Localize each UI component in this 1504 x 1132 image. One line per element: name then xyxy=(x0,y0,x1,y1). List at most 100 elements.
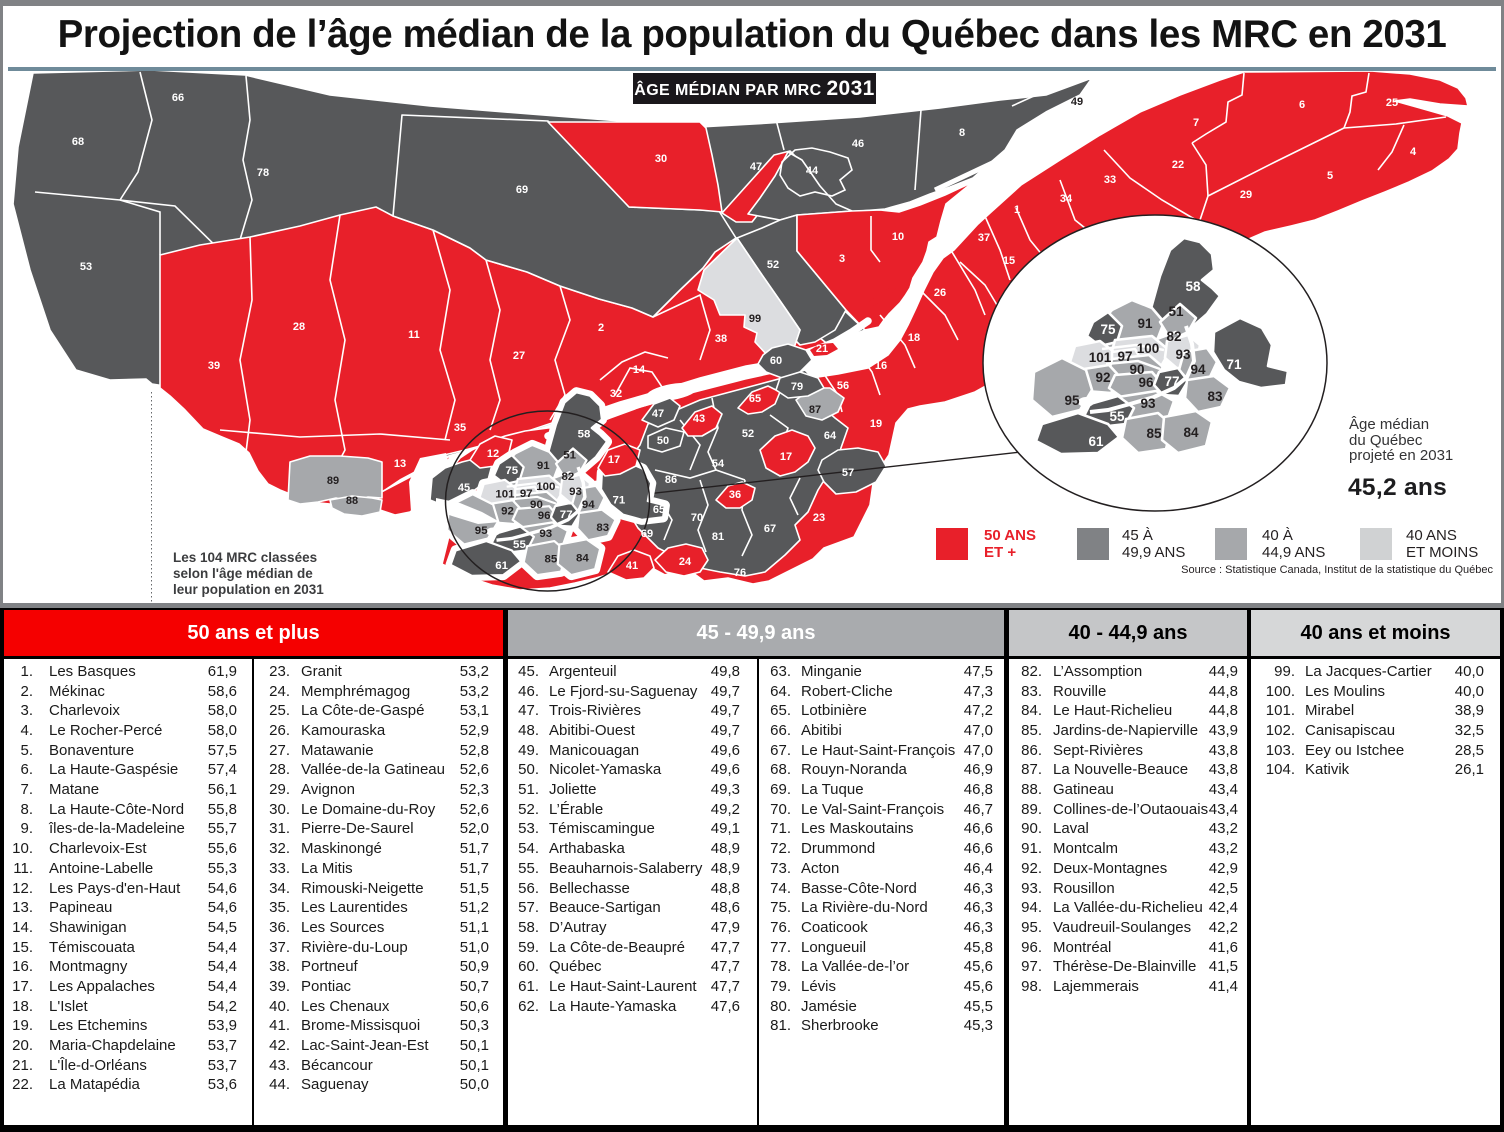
svg-text:75: 75 xyxy=(505,465,518,477)
svg-text:25: 25 xyxy=(1386,97,1398,109)
svg-text:41: 41 xyxy=(626,560,638,572)
svg-text:52: 52 xyxy=(742,428,754,440)
svg-text:18: 18 xyxy=(908,332,920,344)
svg-text:2: 2 xyxy=(598,322,604,334)
svg-text:4: 4 xyxy=(1410,146,1417,158)
svg-text:93: 93 xyxy=(569,486,582,498)
svg-text:17: 17 xyxy=(608,454,620,466)
svg-text:95: 95 xyxy=(475,525,488,537)
svg-text:51: 51 xyxy=(1168,304,1184,319)
svg-text:24: 24 xyxy=(679,556,692,568)
svg-text:23: 23 xyxy=(813,512,825,524)
svg-text:76: 76 xyxy=(734,567,746,579)
svg-text:52: 52 xyxy=(767,259,779,271)
svg-text:86: 86 xyxy=(665,474,677,486)
svg-text:3: 3 xyxy=(839,253,845,265)
svg-text:38: 38 xyxy=(715,333,727,345)
svg-text:43: 43 xyxy=(693,413,705,425)
svg-text:26: 26 xyxy=(934,287,946,299)
svg-text:84: 84 xyxy=(1183,425,1199,440)
svg-text:50: 50 xyxy=(657,435,669,447)
svg-text:55: 55 xyxy=(513,539,526,551)
svg-text:88: 88 xyxy=(346,495,358,507)
svg-text:67: 67 xyxy=(764,523,776,535)
svg-text:10: 10 xyxy=(892,231,904,243)
svg-text:27: 27 xyxy=(513,350,525,362)
svg-text:92: 92 xyxy=(501,506,514,518)
svg-text:100: 100 xyxy=(536,481,555,493)
svg-text:8: 8 xyxy=(959,127,965,139)
svg-text:54: 54 xyxy=(712,458,725,470)
svg-text:87: 87 xyxy=(809,404,821,416)
svg-text:93: 93 xyxy=(1140,396,1156,411)
svg-text:17: 17 xyxy=(780,451,792,463)
svg-text:94: 94 xyxy=(1190,362,1206,377)
svg-text:6: 6 xyxy=(1299,99,1305,111)
svg-text:95: 95 xyxy=(1064,393,1080,408)
svg-text:101: 101 xyxy=(1089,350,1112,365)
svg-text:61: 61 xyxy=(495,560,508,572)
svg-text:93: 93 xyxy=(539,528,552,540)
svg-text:28: 28 xyxy=(293,321,305,333)
svg-text:91: 91 xyxy=(1137,316,1153,331)
svg-text:97: 97 xyxy=(520,488,533,500)
svg-text:53: 53 xyxy=(80,261,92,273)
svg-text:12: 12 xyxy=(487,448,499,460)
svg-text:49: 49 xyxy=(1071,96,1083,108)
svg-text:71: 71 xyxy=(1226,357,1242,372)
svg-text:16: 16 xyxy=(875,360,887,372)
svg-text:1: 1 xyxy=(1014,204,1020,216)
svg-text:69: 69 xyxy=(641,528,653,540)
svg-text:71: 71 xyxy=(613,495,626,507)
svg-text:68: 68 xyxy=(72,136,84,148)
svg-text:32: 32 xyxy=(610,388,622,400)
svg-text:58: 58 xyxy=(578,428,591,440)
svg-text:96: 96 xyxy=(1138,375,1154,390)
svg-text:37: 37 xyxy=(978,232,990,244)
svg-text:19: 19 xyxy=(870,418,882,430)
svg-text:83: 83 xyxy=(1207,389,1223,404)
svg-text:90: 90 xyxy=(1129,362,1144,377)
svg-text:21: 21 xyxy=(816,343,828,355)
svg-text:22: 22 xyxy=(1172,159,1184,171)
svg-text:7: 7 xyxy=(1193,117,1199,129)
svg-text:77: 77 xyxy=(560,509,573,521)
svg-text:30: 30 xyxy=(655,153,667,165)
svg-text:47: 47 xyxy=(652,408,664,420)
svg-text:13: 13 xyxy=(394,458,406,470)
svg-text:34: 34 xyxy=(1060,193,1073,205)
svg-text:89: 89 xyxy=(327,475,339,487)
svg-text:70: 70 xyxy=(691,512,703,524)
svg-text:33: 33 xyxy=(1104,174,1116,186)
svg-text:94: 94 xyxy=(582,499,595,511)
svg-text:29: 29 xyxy=(1240,189,1252,201)
svg-text:85: 85 xyxy=(1146,426,1162,441)
svg-text:91: 91 xyxy=(537,460,550,472)
svg-text:55: 55 xyxy=(1109,409,1125,424)
svg-text:93: 93 xyxy=(1175,347,1191,362)
svg-text:101: 101 xyxy=(495,489,515,501)
svg-text:44: 44 xyxy=(806,165,819,177)
svg-text:36: 36 xyxy=(729,489,741,501)
svg-text:60: 60 xyxy=(770,355,782,367)
svg-text:83: 83 xyxy=(596,522,609,534)
svg-text:56: 56 xyxy=(837,380,849,392)
svg-text:82: 82 xyxy=(562,471,575,483)
svg-text:99: 99 xyxy=(749,313,761,325)
svg-text:79: 79 xyxy=(791,381,803,393)
svg-text:61: 61 xyxy=(1088,434,1104,449)
svg-text:5: 5 xyxy=(1327,170,1333,182)
svg-text:39: 39 xyxy=(208,360,220,372)
svg-text:45: 45 xyxy=(458,482,470,494)
svg-text:65: 65 xyxy=(653,504,665,516)
svg-text:84: 84 xyxy=(576,552,589,564)
svg-text:40: 40 xyxy=(666,385,678,397)
svg-text:77: 77 xyxy=(1164,374,1179,389)
svg-text:47: 47 xyxy=(750,161,762,173)
svg-text:57: 57 xyxy=(842,467,854,479)
svg-text:64: 64 xyxy=(824,430,837,442)
svg-text:11: 11 xyxy=(408,329,420,341)
svg-text:96: 96 xyxy=(538,510,551,522)
svg-text:35: 35 xyxy=(454,422,466,434)
svg-text:69: 69 xyxy=(516,184,528,196)
